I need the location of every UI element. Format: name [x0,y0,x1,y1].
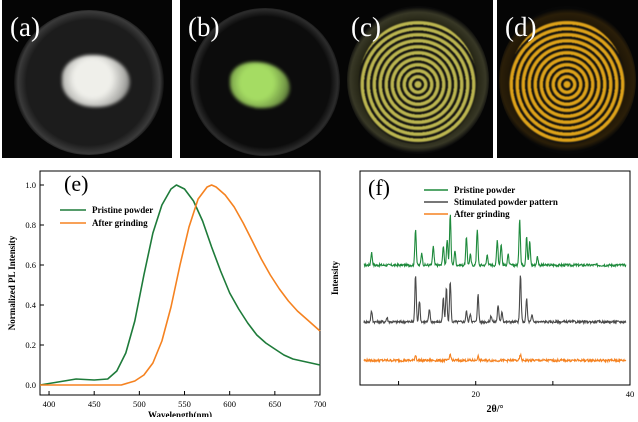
plot-frame [39,170,321,396]
powder-rose [359,20,477,144]
powder-pile [230,62,290,108]
x-tick-label: 700 [314,399,327,409]
photo-panel-b: (b) [180,0,350,158]
x-tick-label: 500 [133,399,146,409]
powder-pile [62,55,130,107]
y-axis-label: Intensity [330,261,340,296]
panel-label-d: (d) [505,12,537,42]
photo-panel-d: (d) [497,0,638,158]
y-tick-label: 0.2 [25,340,36,350]
plot-frame [359,170,631,386]
panel-label-a: (a) [10,12,40,42]
x-tick-label: 400 [43,399,56,409]
x-tick-label: 450 [88,399,101,409]
powder-rose [509,20,625,144]
y-tick-label: 0.0 [25,380,36,390]
series-trace-1 [363,275,627,326]
y-tick-label: 0.6 [25,260,36,270]
series-trace-2 [363,352,627,364]
y-tick-label: 1.0 [25,180,36,190]
legend-label-2: After grinding [454,209,510,219]
legend-label-0: Pristine powder [92,205,153,215]
series-line-0 [39,184,321,386]
x-tick-label: 550 [178,399,191,409]
panel-label-c: (c) [351,12,381,42]
series-trace-0 [363,214,627,269]
panel-label-b: (b) [188,12,220,42]
panel-label-e: (e) [64,171,88,196]
y-tick-label: 0.4 [25,300,36,310]
y-tick-label: 0.8 [25,220,36,230]
photo-panel-c: (c) [343,0,493,158]
y-axis-label: Normalized PL Intensity [7,235,17,330]
x-tick-label: 40 [626,389,635,399]
x-tick-label: 20 [471,389,480,399]
legend-label-0: Pristine powder [454,185,515,195]
series-line-1 [40,184,321,386]
legend-label-1: Stimulated powder pattern [454,197,558,207]
pl-spectrum-panel: 400 450 500 550 600 650 700 0.0 0.2 0.4 0.6 0.8 1.0 P… [0,165,328,420]
x-axis-label: 2θ/° [487,404,504,415]
x-axis-label: Wavelength(nm) [148,410,212,417]
legend-label-1: After grinding [92,218,148,228]
pl-spectrum-chart: 400 450 500 550 600 650 700 0.0 0.2 0.4 0.6 0.8 1.0 P… [7,170,327,420]
panel-label-f: (f) [368,175,390,200]
xrd-pattern-panel: 20 40 Pristine powder Stimulated powder pat… [326,165,638,417]
x-tick-label: 600 [223,399,236,409]
xrd-pattern-chart: 20 40 Pristine powder Stimulated powder pat… [330,170,635,415]
photo-panel-a: (a) [2,0,172,158]
x-tick-label: 650 [268,399,281,409]
